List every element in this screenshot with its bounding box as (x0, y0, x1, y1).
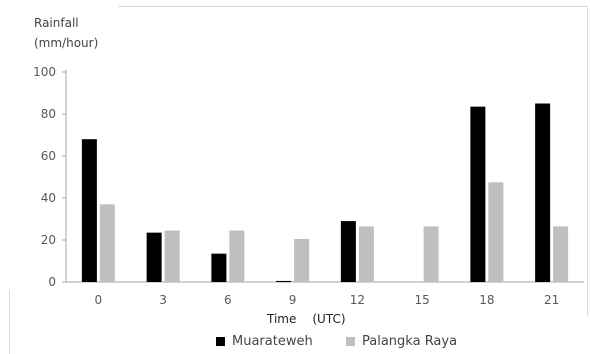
x-tick-label: 12 (350, 293, 365, 307)
bar-muarateweh (535, 103, 551, 282)
legend-swatch-muarateweh (216, 337, 225, 346)
legend-label-muarateweh: Muarateweh (232, 334, 313, 349)
bar-palangka-raya (294, 238, 310, 282)
y-tick-label: 100 (33, 65, 56, 79)
bar-palangka-raya (164, 230, 180, 282)
frame-border-top (118, 6, 588, 7)
x-axis-label: Time (UTC) (267, 312, 346, 326)
bar-muarateweh (276, 280, 292, 282)
legend-item-muarateweh: Muarateweh (216, 334, 313, 349)
frame-border-right (587, 6, 588, 316)
bar-muarateweh (470, 106, 486, 283)
x-tick-label: 15 (414, 293, 429, 307)
bar-chart: 0 20 40 60 80 100 0 3 6 9 12 15 18 21 (33, 65, 584, 307)
bar-palangka-raya (488, 182, 504, 282)
x-tick-label: 0 (95, 293, 103, 307)
legend-item-palangka-raya: Palangka Raya (346, 334, 457, 349)
legend-swatch-palangka-raya (346, 337, 355, 346)
x-tick-label: 3 (159, 293, 167, 307)
x-tick-label: 9 (289, 293, 297, 307)
bar-palangka-raya (358, 226, 374, 282)
x-tick-label: 6 (224, 293, 232, 307)
y-tick-label: 20 (41, 233, 56, 247)
bar-palangka-raya (229, 230, 245, 282)
bar-palangka-raya (99, 204, 115, 282)
bar-muarateweh (81, 139, 97, 282)
x-axis-title: Time (267, 312, 297, 326)
y-tick-label: 40 (41, 191, 56, 205)
y-tick-label: 80 (41, 107, 56, 121)
bar-palangka-raya (553, 226, 569, 282)
bar-palangka-raya (423, 226, 439, 282)
y-axis-unit-label: (mm/hour) (34, 36, 99, 50)
legend-label-palangka-raya: Palangka Raya (362, 334, 458, 349)
y-tick-label: 0 (48, 275, 56, 289)
bar-muarateweh (340, 221, 356, 282)
y-tick-label: 60 (41, 149, 56, 163)
bar-muarateweh (211, 253, 227, 282)
x-axis-unit: (UTC) (312, 312, 346, 326)
x-tick-label: 18 (479, 293, 494, 307)
bar-muarateweh (146, 232, 162, 282)
x-tick-label: 21 (544, 293, 559, 307)
frame-border-left (9, 290, 10, 354)
y-axis-label: Rainfall (34, 16, 79, 30)
